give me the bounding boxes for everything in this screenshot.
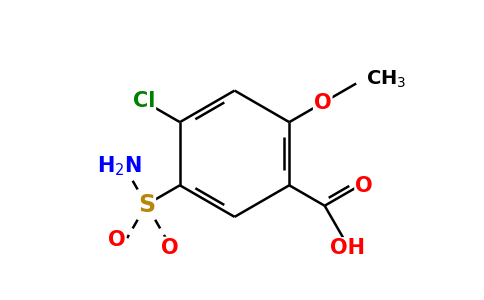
Text: O: O <box>108 230 125 250</box>
Text: O: O <box>161 238 178 258</box>
Text: O: O <box>314 93 332 113</box>
Text: CH$_3$: CH$_3$ <box>366 69 406 90</box>
Text: H$_2$N: H$_2$N <box>97 155 142 178</box>
Text: O: O <box>355 176 373 196</box>
Text: OH: OH <box>330 238 365 258</box>
Text: S: S <box>138 193 155 217</box>
Text: Cl: Cl <box>133 91 155 111</box>
